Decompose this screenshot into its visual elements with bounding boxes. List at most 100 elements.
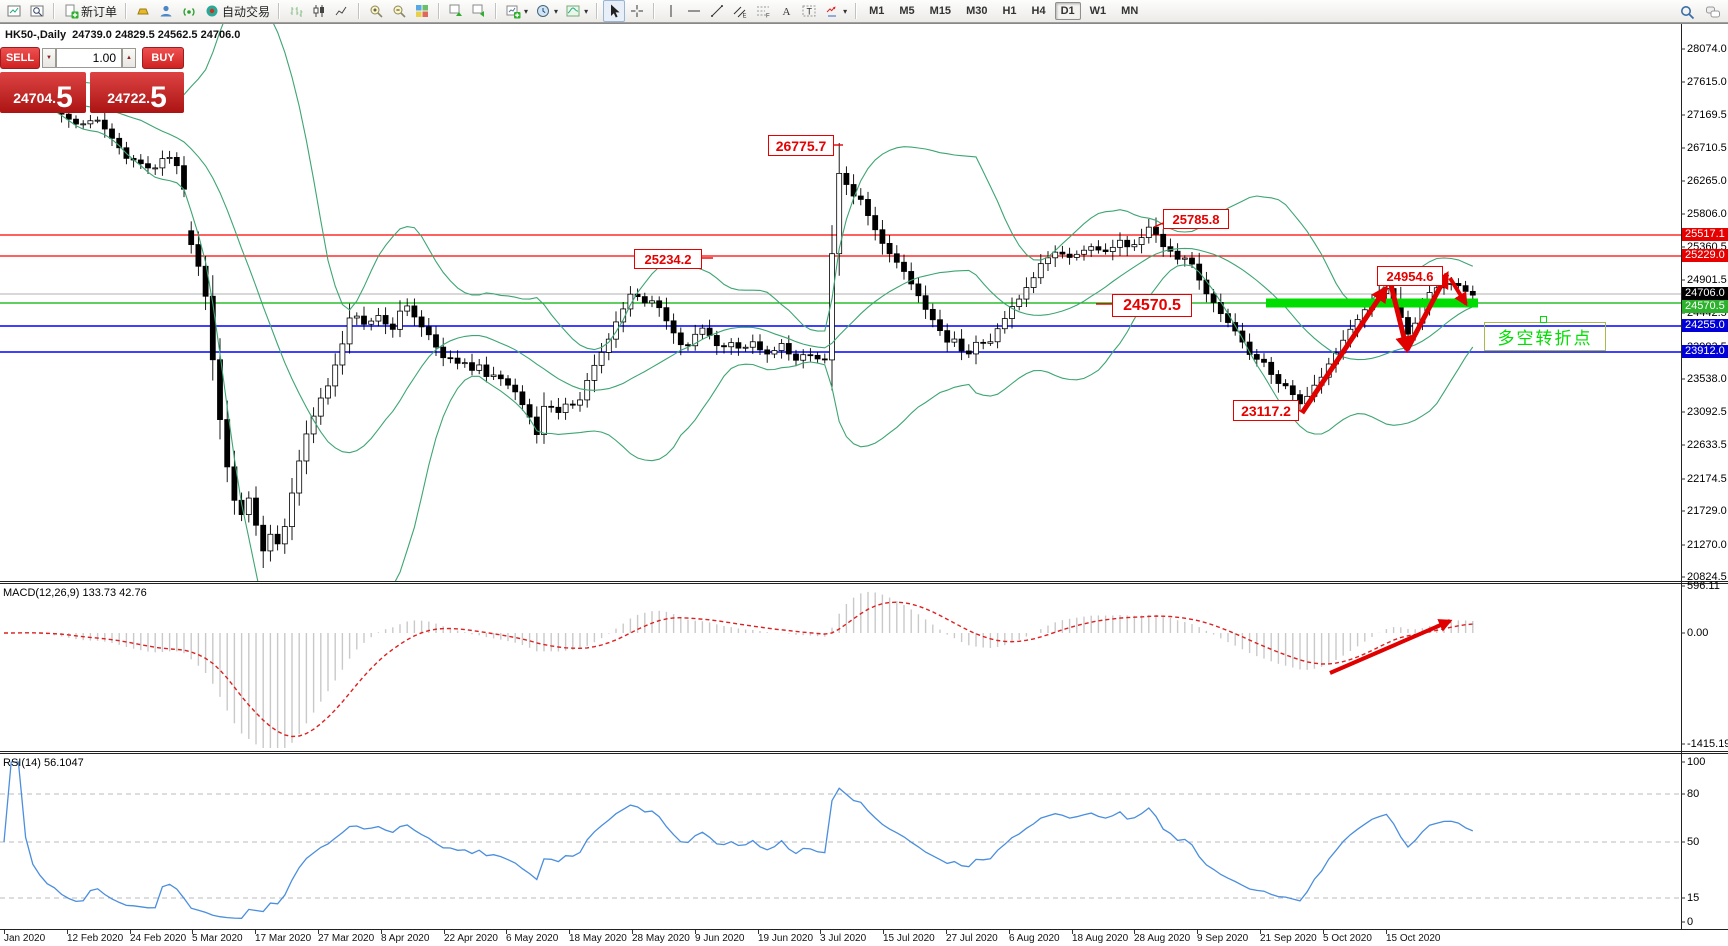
symbol-period-label: HK50-,Daily [5,29,67,41]
ohlc-values: 24739.0 24829.5 24562.5 24706.0 [72,29,241,41]
arrange-cascade-button[interactable] [468,0,490,22]
chevron-down-icon[interactable]: ▾ [524,6,529,16]
new-chart-button[interactable]: ▾ [502,0,531,22]
one-click-trading-panel: SELL ▼ ▲ BUY 24704.5 24722.5 [0,0,200,120]
indicator-window-button[interactable] [26,0,48,22]
sell-price-dot: . [52,90,57,106]
trend-arrow[interactable] [1329,619,1453,675]
hline-button[interactable] [683,0,705,22]
vline-icon [663,3,679,19]
sell-button[interactable]: SELL [0,47,40,69]
vline-button[interactable] [660,0,682,22]
buy-price-display[interactable]: 24722. 5 [90,72,184,113]
autotrading-icon [204,3,220,19]
timeframe-h1-button[interactable]: H1 [1002,5,1017,17]
toolbar-separator [358,3,361,19]
autotrading-button[interactable]: 自动交易 [201,0,273,22]
timeframe-m5-button[interactable]: M5 [899,5,915,17]
tile-windows-button[interactable] [411,0,433,22]
timeframe-w1-button[interactable]: W1 [1089,5,1107,17]
toolbar-separator [495,3,498,19]
arrange-cascade-icon [471,3,487,19]
buy-button[interactable]: BUY [142,47,184,69]
trend-arrow[interactable] [1388,284,1413,354]
toolbar-separator [596,3,599,19]
svg-text:T: T [807,7,813,17]
buy-price-int: 24722 [107,90,147,106]
timeframe-m15-button[interactable]: M15 [929,5,952,17]
fibonacci-button[interactable]: F [752,0,774,22]
gold-icon [135,3,151,19]
svg-text:F: F [766,14,770,20]
volume-increase-button[interactable]: ▲ [122,48,136,68]
cursor-button[interactable] [603,0,626,22]
new-order-button[interactable]: 新订单 [60,0,120,22]
text-label-icon: T [801,3,817,19]
svg-text:E: E [743,14,747,20]
new-chart-icon [505,3,521,19]
gold-button[interactable] [132,0,154,22]
chevron-down-icon[interactable]: ▾ [843,6,848,16]
crosshair-button[interactable] [626,0,648,22]
hline-icon [686,3,702,19]
zoom-out-icon [391,3,407,19]
timeframe-mn-button[interactable]: MN [1121,5,1139,17]
community-button[interactable] [155,0,177,22]
trendline-button[interactable] [706,0,728,22]
arrows-style-button[interactable]: ▾ [821,0,850,22]
timeframe-m30-button[interactable]: M30 [966,5,988,17]
timeframe-m1-button[interactable]: M1 [869,5,885,17]
zoom-in-button[interactable] [365,0,387,22]
channel-button[interactable]: E [729,0,751,22]
indicator-window-icon [29,3,45,19]
toolbar-separator [438,3,441,19]
profiles-button[interactable]: ▾ [532,0,561,22]
chart-symbol-header: HK50-,Daily 24739.0 24829.5 24562.5 24706… [5,29,246,41]
toolbar-separator [278,3,281,19]
new-order-icon [63,3,79,19]
toolbar-separator [125,3,128,19]
timeframe-h4-button[interactable]: H4 [1031,5,1046,17]
timeframe-d1-button[interactable]: D1 [1054,2,1081,20]
candle-chart-button[interactable] [308,0,330,22]
profiles-icon [535,3,551,19]
main-toolbar: 新订单 自动交易 ▾ ▾ ▾ E F A T ▾ M1 M5 M15 M30 H1 H4 D1 W1 MN [0,0,1728,23]
zoom-in-icon [368,3,384,19]
zoom-out-button[interactable] [388,0,410,22]
svg-text:A: A [783,6,791,18]
sell-price-int: 24704 [13,90,53,106]
templates-button[interactable]: ▾ [562,0,591,22]
chat-button[interactable] [1702,1,1724,23]
signal-button[interactable] [178,0,200,22]
buy-price-dot: . [146,90,151,106]
arrange-tile-button[interactable] [445,0,467,22]
text-button[interactable]: A [775,0,797,22]
sell-price-display[interactable]: 24704. 5 [0,72,86,113]
search-icon [1679,4,1695,20]
tile-windows-icon [414,3,430,19]
fibonacci-icon: F [755,3,771,19]
trend-arrow[interactable] [1404,270,1450,352]
line-chart-button[interactable] [331,0,353,22]
text-label-button[interactable]: T [798,0,820,22]
channel-icon: E [732,3,748,19]
volume-decrease-button[interactable]: ▼ [42,48,56,68]
trend-arrow[interactable] [1448,276,1468,307]
arrange-tile-icon [448,3,464,19]
chevron-down-icon[interactable]: ▾ [584,6,589,16]
signal-icon [181,3,197,19]
new-order-label: 新订单 [81,4,118,19]
bar-chart-button[interactable] [285,0,307,22]
trend-arrow[interactable] [1299,285,1389,415]
arrows-style-icon [824,3,840,19]
text-icon: A [778,3,794,19]
search-button[interactable] [1676,1,1698,23]
chevron-down-icon[interactable]: ▾ [554,6,559,16]
volume-input[interactable] [56,48,122,68]
line-chart-icon [334,3,350,19]
chart-window-button[interactable] [3,0,25,22]
autotrading-label: 自动交易 [222,4,271,19]
chat-icon [1705,4,1721,20]
